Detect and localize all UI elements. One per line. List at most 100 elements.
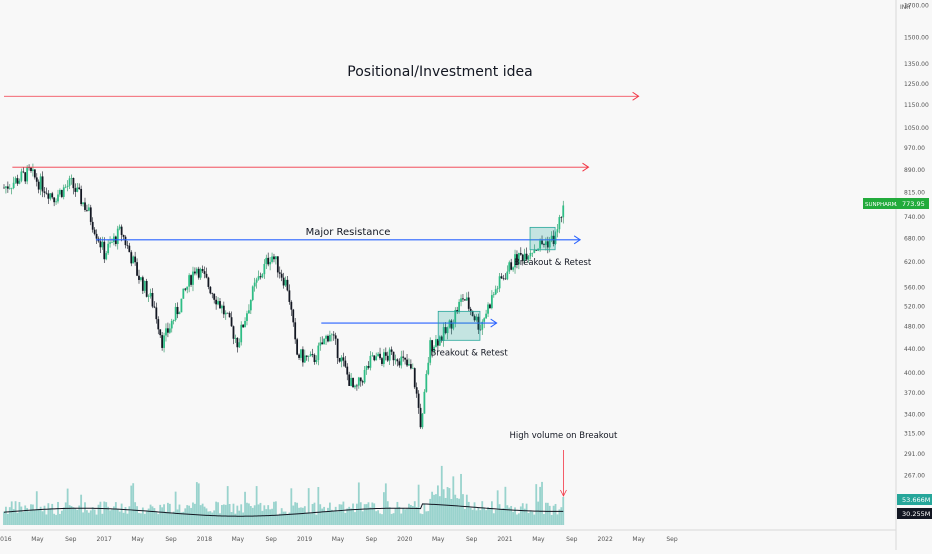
volume-bar bbox=[120, 503, 123, 525]
volume-bar bbox=[107, 506, 110, 525]
candle bbox=[271, 252, 273, 264]
volume-bar bbox=[454, 494, 457, 525]
candle bbox=[560, 216, 563, 223]
volume-bar bbox=[49, 508, 52, 525]
candle bbox=[386, 351, 389, 362]
candle bbox=[201, 265, 204, 274]
breakout-box[interactable] bbox=[437, 310, 481, 341]
candle bbox=[315, 355, 318, 365]
volume-bar bbox=[242, 512, 245, 525]
candle bbox=[72, 177, 75, 195]
volume-bar bbox=[543, 514, 545, 525]
volume-bar bbox=[519, 506, 522, 525]
level-line[interactable] bbox=[321, 318, 498, 328]
candle bbox=[103, 237, 106, 263]
time-axis[interactable]: 2016 May Sep 2017 May Sep 2018 May Sep 2019 May Sep… bbox=[0, 536, 678, 543]
candle bbox=[442, 322, 445, 347]
candle bbox=[475, 314, 478, 322]
volume-bar bbox=[78, 505, 81, 525]
volume-bar bbox=[87, 512, 90, 525]
price-axis[interactable]: 1700.00 1500.00 1350.00 1250.00 1150.00 1050.… bbox=[904, 3, 929, 480]
volume-bar bbox=[155, 512, 158, 525]
volume-bar bbox=[32, 504, 34, 525]
volume-bar bbox=[86, 510, 88, 525]
candle bbox=[363, 366, 366, 384]
volume-bar bbox=[6, 513, 9, 525]
candle bbox=[111, 238, 113, 244]
volume-bar bbox=[91, 507, 94, 525]
level-line[interactable] bbox=[4, 91, 640, 101]
candle bbox=[365, 365, 368, 375]
volume-bar bbox=[510, 505, 513, 525]
time-tick-label: Sep bbox=[566, 536, 578, 543]
volume-arrow-head bbox=[560, 489, 567, 497]
breakout-box[interactable] bbox=[529, 226, 556, 251]
volume-bar bbox=[43, 505, 46, 525]
volume-bar bbox=[57, 501, 59, 525]
price-tick-label: 1250.00 bbox=[904, 81, 929, 88]
level-line[interactable] bbox=[12, 162, 590, 172]
volume-bar bbox=[74, 507, 77, 525]
candle bbox=[427, 357, 430, 376]
candle bbox=[253, 277, 256, 292]
time-tick-label: 2021 bbox=[497, 536, 512, 543]
volume-bar bbox=[114, 502, 117, 525]
candle bbox=[53, 197, 56, 207]
candle bbox=[161, 331, 164, 351]
candle bbox=[267, 252, 270, 267]
volume-bar bbox=[367, 502, 370, 525]
candle bbox=[141, 275, 144, 295]
candle bbox=[296, 337, 299, 356]
volume-bar bbox=[5, 506, 7, 525]
candle bbox=[280, 269, 283, 282]
candle bbox=[300, 349, 302, 361]
candle bbox=[336, 338, 339, 365]
volume-bar bbox=[126, 513, 129, 525]
level-line[interactable]: Major Resistance bbox=[95, 227, 582, 245]
volume-bar bbox=[448, 488, 451, 525]
candle bbox=[419, 403, 422, 429]
volume-bar bbox=[548, 505, 551, 525]
volume-bar bbox=[47, 503, 50, 525]
volume-bar bbox=[111, 509, 113, 525]
volume-bar bbox=[508, 507, 511, 525]
candle bbox=[350, 372, 353, 387]
volume-bar bbox=[467, 501, 470, 525]
volume-bar bbox=[361, 511, 364, 525]
candle bbox=[298, 353, 300, 361]
candle bbox=[155, 302, 158, 324]
candle bbox=[398, 358, 401, 368]
candle bbox=[327, 334, 329, 343]
price-tick-label: 1700.00 bbox=[904, 3, 929, 10]
volume-bar bbox=[396, 501, 399, 525]
candle bbox=[352, 377, 354, 388]
volume-bar bbox=[429, 498, 432, 525]
candle bbox=[60, 189, 63, 199]
volume-bar bbox=[359, 502, 362, 525]
candle bbox=[525, 247, 528, 260]
volume-bar bbox=[249, 506, 252, 525]
volume-annotation: High volume on Breakout bbox=[510, 431, 619, 441]
volume-bar bbox=[471, 509, 474, 525]
candle bbox=[30, 166, 32, 173]
candle bbox=[182, 288, 185, 299]
candle bbox=[404, 357, 407, 365]
candle bbox=[375, 352, 378, 361]
volume-bar bbox=[82, 512, 84, 525]
candle bbox=[199, 267, 202, 280]
volume-bar bbox=[76, 509, 79, 525]
volume-bar bbox=[170, 513, 173, 525]
candle bbox=[498, 273, 501, 293]
volume-bar bbox=[533, 514, 536, 525]
volume-bar bbox=[168, 503, 171, 525]
currency-label: INR bbox=[900, 4, 910, 11]
volume-bar bbox=[182, 511, 185, 525]
candle bbox=[290, 300, 293, 316]
volume-bar bbox=[280, 508, 283, 525]
volume-bar bbox=[369, 507, 372, 525]
candle bbox=[188, 273, 191, 293]
candle bbox=[134, 251, 137, 266]
volume-bar bbox=[59, 513, 61, 525]
volume-bar bbox=[321, 508, 324, 525]
volume-bar bbox=[80, 494, 83, 525]
